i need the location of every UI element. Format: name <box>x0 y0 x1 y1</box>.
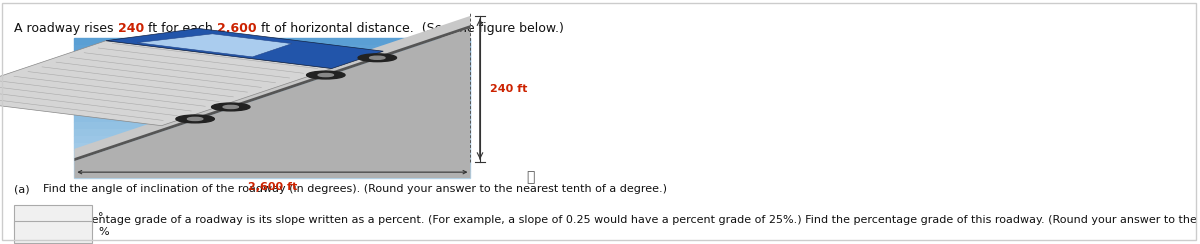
Bar <box>74 157 470 164</box>
Text: 240 ft: 240 ft <box>490 84 527 94</box>
Polygon shape <box>106 28 383 69</box>
Bar <box>74 115 470 122</box>
Bar <box>74 164 470 171</box>
Text: (b): (b) <box>14 215 30 225</box>
Bar <box>74 73 470 80</box>
Circle shape <box>318 73 334 77</box>
Text: The percentage grade of a roadway is its slope written as a percent. (For exampl: The percentage grade of a roadway is its… <box>36 215 1200 225</box>
Bar <box>14 221 92 243</box>
Bar <box>14 205 92 229</box>
Bar <box>74 38 470 45</box>
Text: 240: 240 <box>118 22 144 35</box>
Polygon shape <box>74 16 470 161</box>
Bar <box>74 136 470 143</box>
Text: °: ° <box>98 212 104 222</box>
Text: Find the angle of inclination of the roadway (in degrees). (Round your answer to: Find the angle of inclination of the roa… <box>36 184 667 194</box>
Text: %: % <box>98 227 109 237</box>
Bar <box>74 150 470 157</box>
Bar <box>74 66 470 73</box>
Bar <box>74 87 470 94</box>
Text: 2,600 ft: 2,600 ft <box>247 182 298 192</box>
Text: ft for each: ft for each <box>144 22 217 35</box>
Circle shape <box>358 54 396 62</box>
Bar <box>74 52 470 59</box>
Polygon shape <box>74 28 470 178</box>
Bar <box>74 143 470 150</box>
Circle shape <box>176 115 215 123</box>
Circle shape <box>370 56 385 59</box>
Text: ⓘ: ⓘ <box>527 170 534 184</box>
Bar <box>74 101 470 108</box>
Bar <box>74 59 470 66</box>
Bar <box>74 122 470 129</box>
Text: A roadway rises: A roadway rises <box>14 22 118 35</box>
Bar <box>74 129 470 136</box>
Text: (a): (a) <box>14 184 30 194</box>
Polygon shape <box>137 34 292 57</box>
Circle shape <box>187 117 203 121</box>
Text: 2,600: 2,600 <box>217 22 257 35</box>
Circle shape <box>307 71 346 79</box>
Circle shape <box>211 103 250 111</box>
Bar <box>74 94 470 101</box>
Polygon shape <box>0 41 331 126</box>
Bar <box>74 45 470 52</box>
Polygon shape <box>74 25 470 161</box>
Bar <box>74 80 470 87</box>
Text: ft of horizontal distance.  (See the figure below.): ft of horizontal distance. (See the figu… <box>257 22 564 35</box>
Circle shape <box>223 105 239 109</box>
Bar <box>74 108 470 115</box>
Bar <box>74 171 470 178</box>
